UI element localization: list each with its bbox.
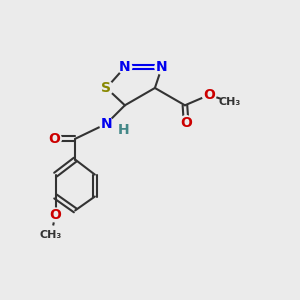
Text: N: N [156,60,168,74]
Text: O: O [49,132,60,146]
Text: H: H [118,123,130,136]
Text: O: O [203,88,215,102]
Circle shape [155,60,169,74]
Circle shape [118,60,132,74]
Circle shape [49,208,62,222]
Text: CH₃: CH₃ [40,230,62,240]
Text: CH₃: CH₃ [219,97,241,107]
Circle shape [100,81,113,95]
Text: S: S [101,81,111,95]
Circle shape [47,132,61,146]
Text: O: O [50,208,61,222]
Circle shape [117,123,131,136]
Text: O: O [180,116,192,130]
Text: N: N [119,60,131,74]
Circle shape [42,226,60,243]
Circle shape [179,116,193,130]
Circle shape [221,93,239,111]
Circle shape [202,88,216,102]
Circle shape [100,117,113,131]
Text: N: N [100,117,112,131]
